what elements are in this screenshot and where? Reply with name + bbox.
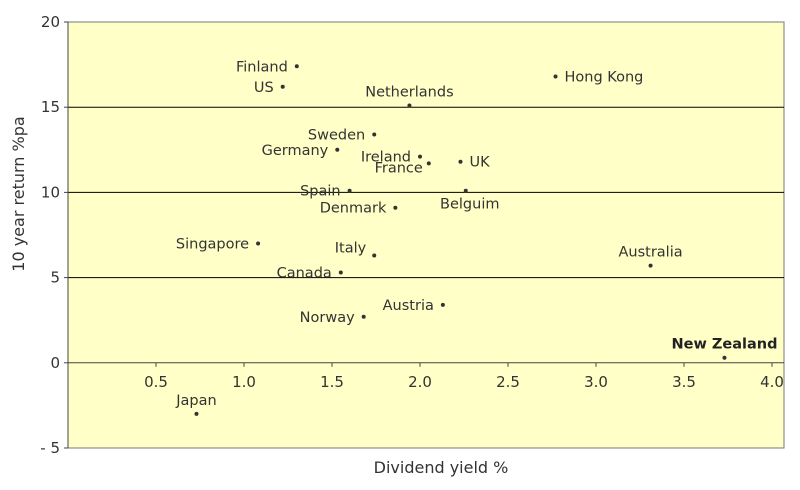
y-tick-label: 15 <box>41 98 60 116</box>
point-label: UK <box>469 155 490 171</box>
data-point <box>418 154 422 159</box>
data-point <box>335 147 340 152</box>
data-point <box>361 314 366 319</box>
data-point <box>648 263 653 268</box>
x-axis-title: Dividend yield % <box>374 458 509 477</box>
gridlines <box>68 106 784 279</box>
y-tick-labels: - 5 0 5 10 15 20 <box>40 13 68 457</box>
point-label: Singapore <box>176 237 249 253</box>
point-label: Netherlands <box>365 84 453 100</box>
data-point <box>256 241 261 246</box>
x-tick-label: 2.5 <box>496 373 520 391</box>
point-label: Spain <box>300 184 341 200</box>
y-tick-label: 5 <box>50 269 60 287</box>
point-label: US <box>254 80 274 96</box>
point-label: Ireland <box>361 150 411 166</box>
x-tick-labels: 0.5 1.0 1.5 2.0 2.5 3.0 3.5 4.0 <box>144 362 784 391</box>
y-tick-label: 10 <box>41 183 60 201</box>
data-point <box>372 132 377 137</box>
point-label: Norway <box>300 310 355 326</box>
x-tick-label: 1.5 <box>320 373 344 391</box>
data-point <box>426 161 431 166</box>
x-tick-label: 4.0 <box>760 373 784 391</box>
data-point <box>407 103 412 108</box>
x-tick-label: 0.5 <box>144 373 168 391</box>
point-label: Japan <box>175 393 216 409</box>
y-axis-title: 10 year return %pa <box>9 116 28 271</box>
data-point <box>393 205 398 210</box>
data-point <box>458 159 463 164</box>
point-label: Hong Kong <box>565 70 644 86</box>
point-label: Germany <box>262 143 329 159</box>
x-tick-label: 1.0 <box>232 373 256 391</box>
point-label: Finland <box>236 59 288 75</box>
y-tick-label: 0 <box>50 354 60 372</box>
point-label: Denmark <box>320 201 387 217</box>
x-tick-label: 3.5 <box>672 373 696 391</box>
data-point <box>440 302 445 307</box>
data-point <box>294 64 299 69</box>
data-point <box>347 188 352 193</box>
data-point <box>280 84 285 89</box>
x-tick-label: 2.0 <box>408 373 432 391</box>
point-label: Belguim <box>440 197 499 213</box>
axes <box>67 22 784 448</box>
data-point <box>372 253 377 258</box>
plot-area <box>67 21 785 449</box>
data-point <box>194 411 199 416</box>
data-point <box>722 355 727 360</box>
point-label: Canada <box>277 265 332 281</box>
point-label: Italy <box>335 240 367 256</box>
point-label: New Zealand <box>671 337 777 353</box>
point-labels: Finland US Hong Kong Netherlands SwedenGerma… <box>175 59 777 409</box>
point-label: Australia <box>618 245 682 261</box>
data-point <box>338 270 343 275</box>
y-tick-label: 20 <box>41 13 60 31</box>
y-tick-label: - 5 <box>40 439 60 457</box>
point-label: Sweden <box>308 127 365 143</box>
data-point <box>553 74 558 79</box>
point-label: France <box>375 160 423 176</box>
data-points <box>194 64 727 416</box>
x-tick-label: 3.0 <box>584 373 608 391</box>
data-point <box>463 188 468 193</box>
point-label: Austria <box>383 298 434 314</box>
